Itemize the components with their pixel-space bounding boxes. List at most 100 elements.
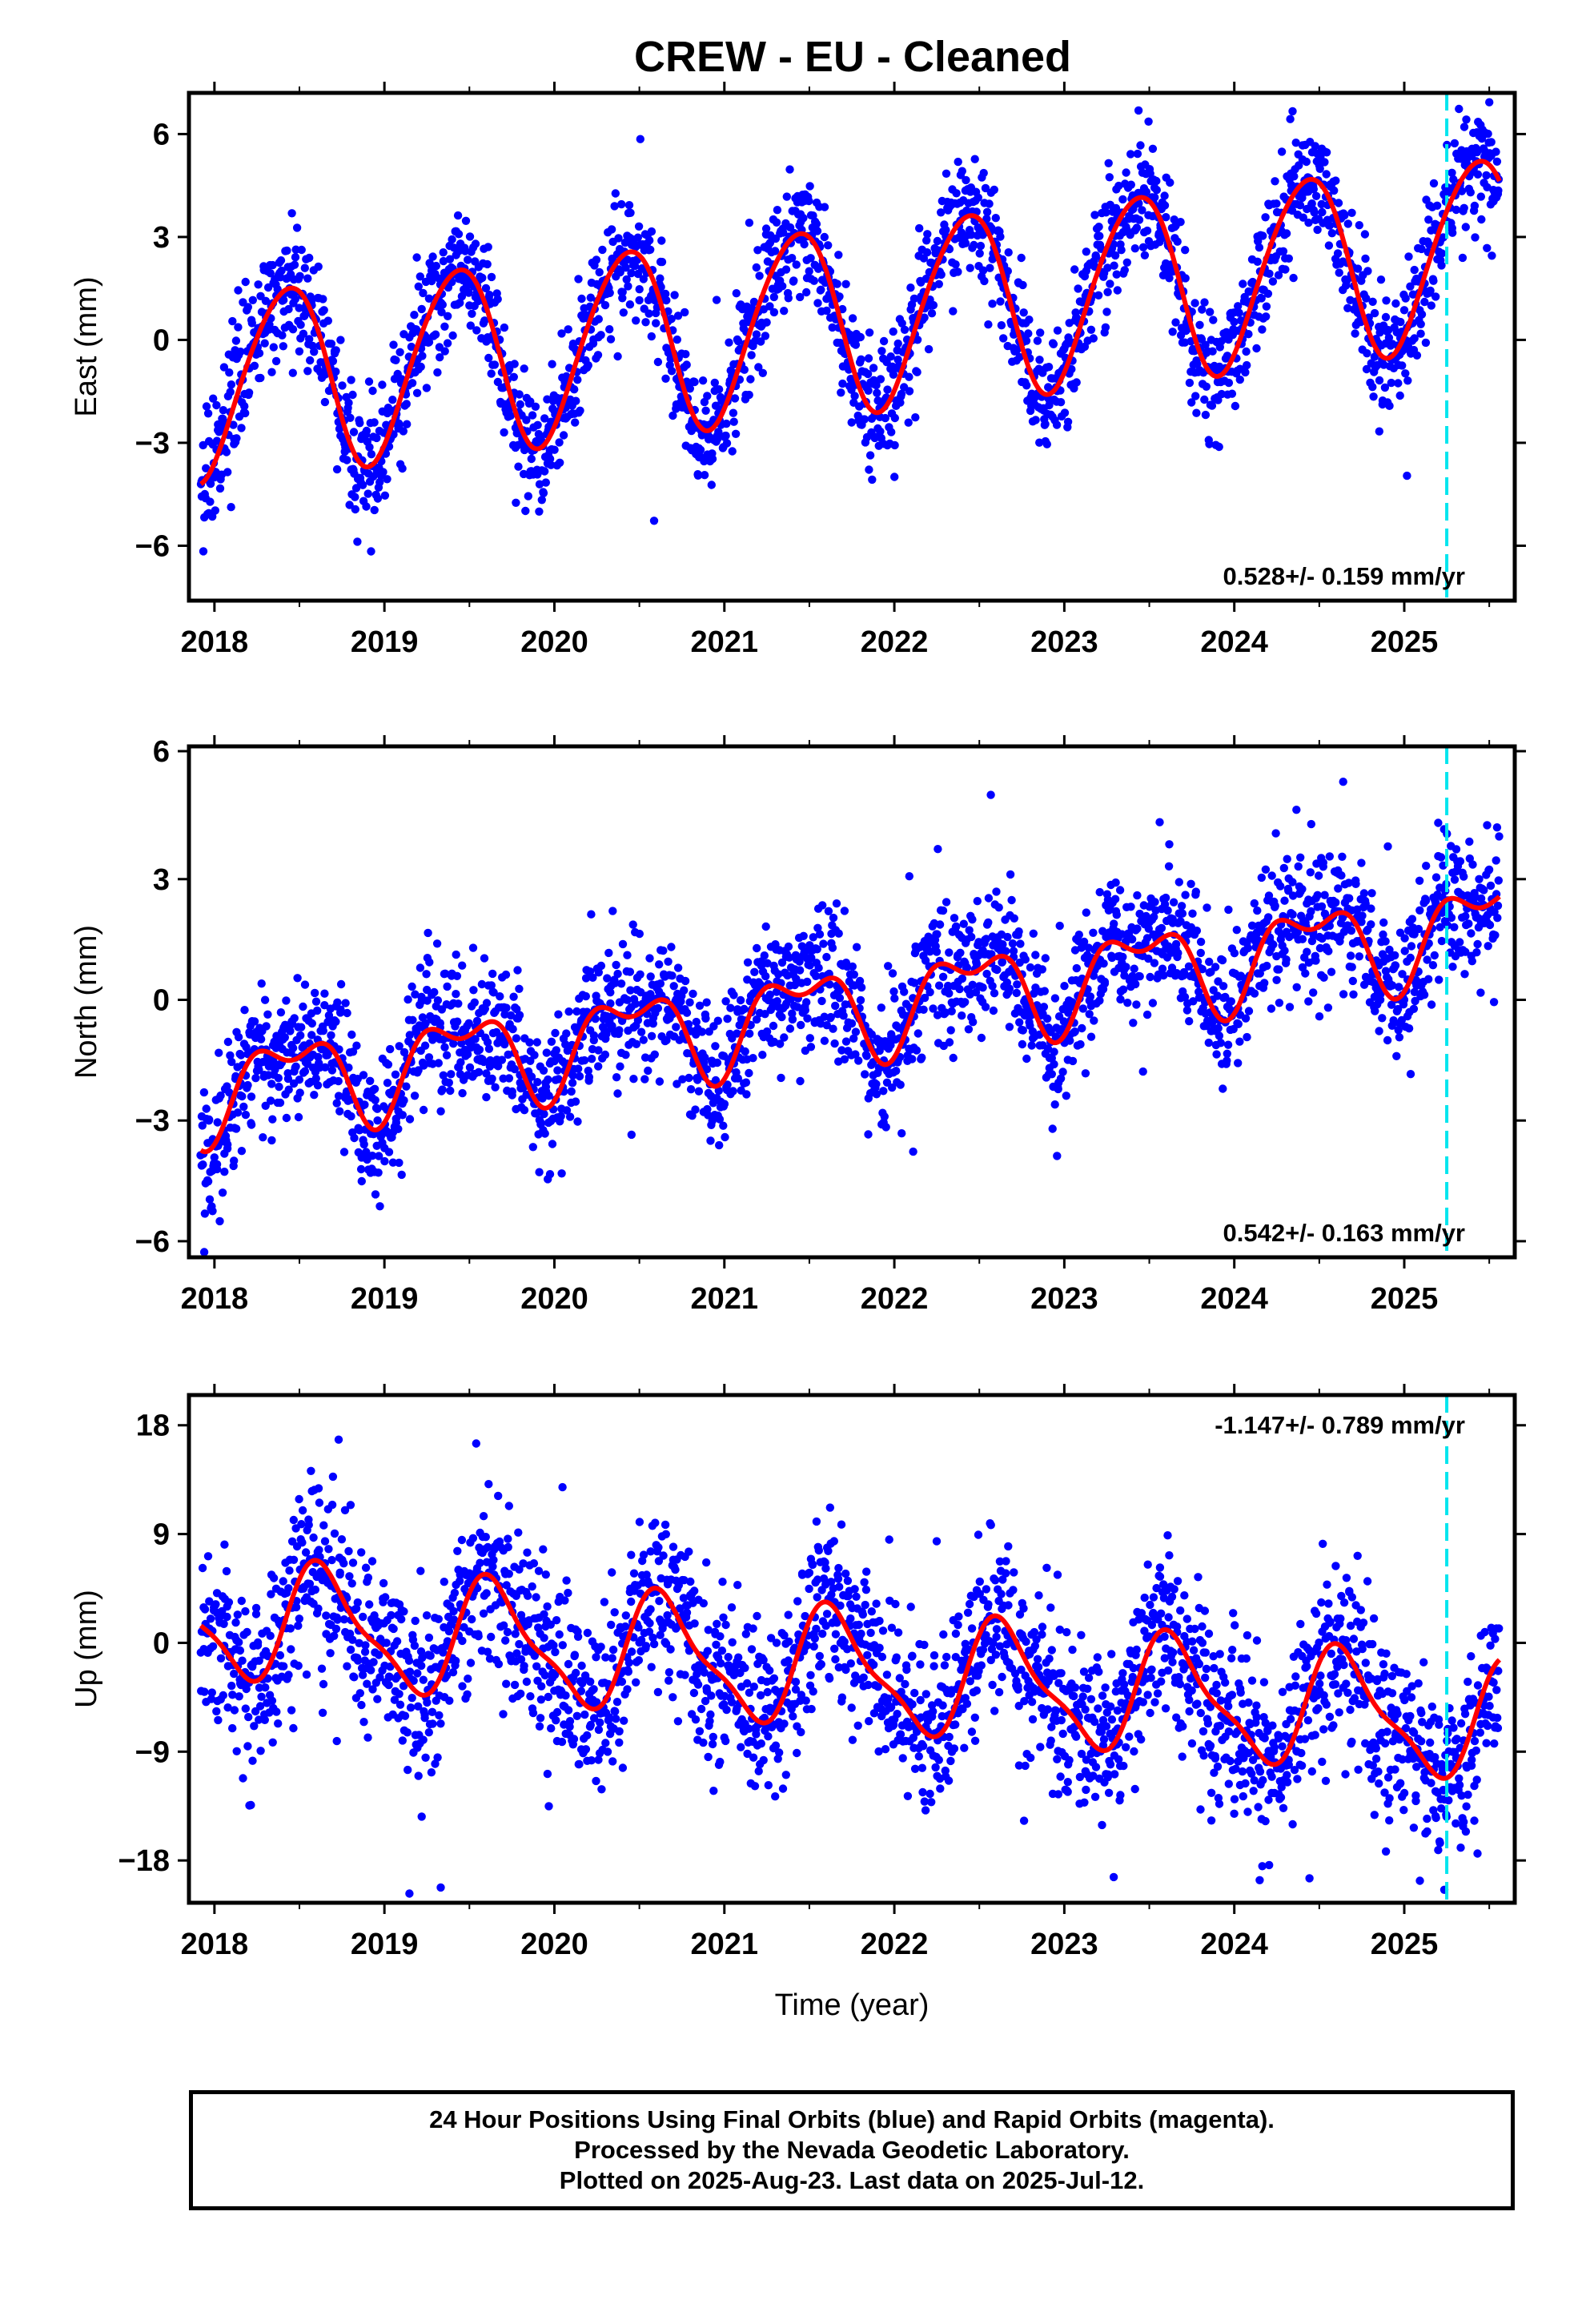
data-point xyxy=(323,316,332,325)
data-point xyxy=(900,325,909,334)
data-point xyxy=(1078,1023,1086,1033)
data-point xyxy=(868,475,877,485)
data-point xyxy=(864,354,873,363)
data-point xyxy=(805,1034,814,1043)
data-point xyxy=(1242,347,1251,356)
data-point xyxy=(1264,913,1273,922)
data-point xyxy=(305,253,314,263)
data-point xyxy=(586,293,595,302)
data-point xyxy=(219,406,228,415)
data-point xyxy=(250,1017,259,1026)
data-point xyxy=(922,248,932,257)
data-point xyxy=(515,1011,524,1019)
data-point xyxy=(645,954,654,963)
data-point xyxy=(619,308,628,317)
data-point xyxy=(1369,392,1378,401)
data-point xyxy=(418,352,427,360)
data-point xyxy=(1361,899,1370,908)
data-point xyxy=(215,1216,224,1226)
data-point xyxy=(199,1088,209,1097)
data-point xyxy=(222,448,231,456)
data-point xyxy=(565,1112,575,1121)
data-point xyxy=(636,970,644,979)
data-point xyxy=(1276,882,1285,891)
data-point xyxy=(815,930,825,939)
data-point xyxy=(1198,965,1207,974)
data-point xyxy=(398,1111,407,1120)
data-point xyxy=(761,224,771,233)
x-tick-label: 2019 xyxy=(351,625,419,659)
data-point xyxy=(292,223,302,232)
data-point xyxy=(559,431,568,440)
data-point xyxy=(807,953,816,963)
data-point xyxy=(1361,254,1370,263)
data-point xyxy=(889,987,898,996)
data-point xyxy=(572,1007,581,1016)
data-point xyxy=(714,1086,723,1096)
data-point xyxy=(215,1048,223,1057)
data-point xyxy=(1142,187,1151,196)
data-point xyxy=(1470,201,1480,211)
data-point xyxy=(240,1006,249,1015)
data-point xyxy=(198,1563,207,1573)
data-point xyxy=(889,327,897,336)
data-point xyxy=(824,241,833,250)
data-point xyxy=(1410,987,1419,997)
data-point xyxy=(296,1031,305,1040)
data-point xyxy=(424,928,432,938)
data-point xyxy=(1447,913,1456,923)
data-point xyxy=(1295,201,1305,210)
data-point xyxy=(556,458,564,467)
data-point xyxy=(481,283,491,293)
data-point xyxy=(311,988,319,998)
data-point xyxy=(206,497,215,506)
data-point xyxy=(1357,858,1366,867)
data-point xyxy=(986,790,995,799)
data-point xyxy=(909,294,919,304)
data-point xyxy=(1244,330,1253,339)
data-point xyxy=(1468,957,1477,966)
data-point xyxy=(581,991,590,1001)
data-point xyxy=(1244,1007,1254,1015)
data-point xyxy=(1279,247,1288,255)
data-point xyxy=(954,267,962,276)
data-point xyxy=(422,970,431,979)
data-point xyxy=(710,378,719,388)
data-point xyxy=(553,1066,562,1075)
data-point xyxy=(1165,840,1174,849)
data-point xyxy=(799,931,808,941)
data-point xyxy=(592,255,601,264)
y-tick-label: 3 xyxy=(153,221,170,255)
data-point xyxy=(1347,208,1356,217)
data-point xyxy=(419,1105,428,1115)
data-point xyxy=(544,1092,553,1100)
data-point xyxy=(380,491,390,500)
data-point xyxy=(1485,98,1494,107)
data-point xyxy=(1343,219,1353,228)
data-point xyxy=(1102,308,1111,316)
data-point xyxy=(1320,158,1329,167)
data-point xyxy=(1206,308,1215,316)
data-point xyxy=(1105,173,1114,182)
data-point xyxy=(1483,243,1492,252)
data-point xyxy=(929,1004,938,1013)
data-point xyxy=(266,1096,275,1105)
data-point xyxy=(812,219,821,228)
data-point xyxy=(496,992,504,1001)
data-point xyxy=(1406,1070,1415,1079)
data-point xyxy=(587,910,596,919)
data-point xyxy=(608,907,617,915)
data-point xyxy=(701,406,710,415)
data-point xyxy=(1079,937,1089,947)
data-point xyxy=(1086,992,1095,1001)
data-point xyxy=(209,394,218,403)
data-point xyxy=(373,1116,382,1125)
data-point xyxy=(1201,410,1211,420)
data-point xyxy=(896,1080,905,1089)
data-point xyxy=(282,996,291,1005)
data-point xyxy=(1257,873,1267,883)
data-point xyxy=(1005,1023,1014,1031)
data-point xyxy=(837,388,845,397)
data-point xyxy=(439,248,448,257)
data-point xyxy=(996,232,1005,241)
